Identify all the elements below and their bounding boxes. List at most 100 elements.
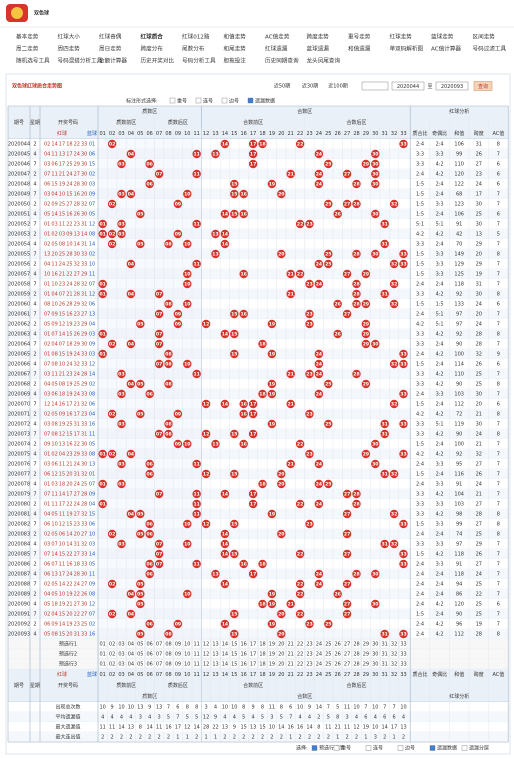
preselect-cell[interactable] [286,649,295,659]
nav-link[interactable]: 金额计算器 [99,57,127,65]
preselect-number[interactable]: 18 [259,662,265,668]
preselect-number[interactable]: 24 [316,662,322,668]
preselect-cell[interactable] [352,649,361,659]
query-button[interactable] [473,81,493,91]
preselect-number[interactable]: 32 [391,652,397,658]
preselect-cell[interactable] [248,649,258,659]
preselect-cell[interactable] [192,659,201,669]
preselect-number[interactable]: 20 [278,642,284,648]
preselect-cell[interactable] [154,659,164,669]
nav-link[interactable]: 单双码解析图 [390,45,424,53]
preselect-number[interactable]: 23 [306,652,312,658]
preselect-number[interactable]: 22 [297,652,303,658]
preselect-number[interactable]: 17 [250,642,256,648]
preselect-cell[interactable] [286,659,295,669]
nav-link[interactable]: 红球大小 [58,33,81,41]
nav-link[interactable]: 基本走势 [16,33,39,41]
preselect-cell[interactable] [258,659,267,669]
preselect-cell[interactable] [173,659,183,669]
preselect-cell[interactable] [267,659,277,669]
preselect-cell[interactable] [305,659,314,669]
nav-link[interactable]: 周四走势 [58,45,81,53]
preselect-cell[interactable] [192,639,201,649]
preselect-number[interactable]: 10 [184,642,190,648]
preselect-number[interactable]: 06 [147,652,153,658]
checkbox[interactable] [247,97,254,104]
preselect-cell[interactable] [380,639,389,649]
checkbox[interactable] [429,745,436,751]
preselect-cell[interactable] [192,649,201,659]
preselect-cell[interactable] [230,639,239,649]
preselect-number[interactable]: 24 [316,652,322,658]
preselect-number[interactable]: 17 [250,662,256,668]
preselect-cell[interactable] [136,659,145,669]
preselect-cell[interactable] [389,659,399,669]
preselect-cell[interactable] [267,639,277,649]
preselect-cell[interactable] [98,659,107,669]
preselect-number[interactable]: 31 [382,652,388,658]
preselect-number[interactable]: 21 [288,652,294,658]
preselect-number[interactable]: 33 [400,642,406,648]
preselect-cell[interactable] [107,659,117,669]
preselect-cell[interactable] [305,649,314,659]
preselect-cell[interactable] [314,659,324,669]
preselect-number[interactable]: 12 [203,652,209,658]
preselect-cell[interactable] [145,639,154,649]
preselect-cell[interactable] [399,639,408,649]
preselect-cell[interactable] [173,639,183,649]
nav-link[interactable]: 号码过滤工具 [473,45,507,53]
preselect-number[interactable]: 11 [194,662,200,668]
preselect-number[interactable]: 27 [344,662,350,668]
nav-link[interactable]: 重号走势 [348,33,371,41]
preselect-number[interactable]: 04 [128,652,134,658]
preselect-number[interactable]: 02 [109,642,115,648]
preselect-number[interactable]: 17 [250,652,256,658]
preselect-cell[interactable] [333,639,342,649]
period-link[interactable]: 近50期 [274,83,290,90]
preselect-number[interactable]: 15 [231,662,237,668]
preselect-number[interactable]: 14 [222,642,228,648]
preselect-cell[interactable] [380,659,389,669]
preselect-number[interactable]: 12 [203,662,209,668]
preselect-cell[interactable] [173,649,183,659]
preselect-number[interactable]: 07 [156,662,162,668]
preselect-number[interactable]: 20 [278,662,284,668]
preselect-cell[interactable] [333,659,342,669]
preselect-number[interactable]: 08 [165,662,171,668]
preselect-number[interactable]: 26 [335,652,341,658]
preselect-number[interactable]: 30 [372,662,378,668]
nav-link[interactable]: 红球奇偶 [99,33,122,41]
preselect-cell[interactable] [389,649,399,659]
preselect-cell[interactable] [305,639,314,649]
preselect-cell[interactable] [136,649,145,659]
preselect-cell[interactable] [201,659,211,669]
checkbox[interactable] [397,745,404,751]
preselect-cell[interactable] [361,659,371,669]
preselect-cell[interactable] [361,649,371,659]
nav-link[interactable]: 区间走势 [473,33,496,41]
preselect-number[interactable]: 01 [100,652,106,658]
nav-link[interactable]: 胆拖投注 [224,57,247,65]
preselect-cell[interactable] [220,659,230,669]
preselect-cell[interactable] [154,649,164,659]
preselect-cell[interactable] [239,639,248,649]
preselect-number[interactable]: 20 [278,652,284,658]
checkbox-label[interactable]: 重号 [177,98,187,105]
preselect-cell[interactable] [295,659,305,669]
preselect-number[interactable]: 10 [184,662,190,668]
nav-link[interactable]: AC值计算器 [431,45,461,53]
nav-link[interactable]: 号码分析工具 [182,57,216,65]
period-link[interactable]: 近100期 [328,83,348,90]
nav-link[interactable]: 历史同期查询 [265,57,299,65]
preselect-cell[interactable] [380,649,389,659]
preselect-number[interactable]: 27 [344,642,350,648]
preselect-cell[interactable] [295,649,305,659]
preselect-cell[interactable] [239,659,248,669]
preselect-cell[interactable] [277,649,286,659]
preselect-cell[interactable] [154,639,164,649]
preselect-number[interactable]: 21 [288,662,294,668]
preselect-number[interactable]: 24 [316,642,322,648]
preselect-number[interactable]: 10 [184,652,190,658]
preselect-cell[interactable] [277,659,286,669]
checkbox[interactable] [169,97,176,104]
